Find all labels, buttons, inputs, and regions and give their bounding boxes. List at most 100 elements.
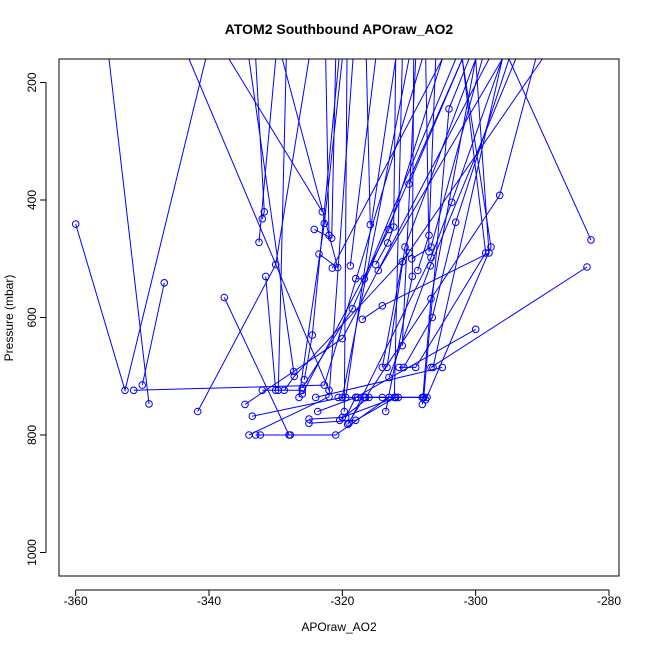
data-point <box>360 274 369 283</box>
data-point <box>145 400 153 408</box>
profile-line-7 <box>223 297 290 436</box>
data-point <box>261 272 270 281</box>
data-point <box>328 264 337 272</box>
profile-line-6 <box>197 59 310 412</box>
data-point <box>289 367 298 376</box>
data-point <box>71 220 80 228</box>
plot-frame <box>58 58 620 577</box>
profile-line-46 <box>375 59 397 265</box>
profile-line-29 <box>281 59 339 269</box>
profile-line-27 <box>315 366 443 398</box>
data-point <box>318 208 327 216</box>
profile-line-24 <box>308 396 396 424</box>
profile-line-56 <box>408 59 463 185</box>
data-point <box>381 407 390 416</box>
profile-line-60 <box>423 59 470 398</box>
profile-line-64 <box>508 59 592 241</box>
data-point <box>425 247 433 256</box>
data-point <box>399 363 408 372</box>
profile-line-26 <box>314 59 337 240</box>
profile-line-3 <box>108 59 150 404</box>
data-point <box>408 272 417 281</box>
profile-line-23 <box>303 59 340 380</box>
x-tick-label: -280 <box>597 594 621 608</box>
data-point <box>315 250 323 258</box>
profile-line-13 <box>260 396 390 436</box>
data-point <box>389 223 398 231</box>
data-point <box>398 341 407 350</box>
profile-line-59 <box>421 59 477 405</box>
data-point <box>308 331 317 339</box>
data-point <box>366 220 375 229</box>
x-tick-label: -320 <box>330 594 354 608</box>
profile-line-30 <box>228 59 323 213</box>
data-point <box>341 413 350 422</box>
data-point <box>583 263 591 271</box>
data-point <box>333 263 342 272</box>
x-axis: -360 -340 -320 -300 -280 <box>64 589 621 608</box>
data-point <box>447 198 456 207</box>
y-axis-label: Pressure (mbar) <box>2 275 16 362</box>
data-point <box>427 243 435 251</box>
data-point <box>427 294 435 303</box>
data-point <box>471 325 480 334</box>
data-point <box>138 381 147 389</box>
data-point <box>325 231 333 240</box>
profile-line-39 <box>348 59 503 424</box>
data-point <box>290 372 299 381</box>
data-point <box>378 363 387 372</box>
data-point <box>255 238 263 247</box>
profile-series <box>71 59 595 439</box>
data-point <box>298 390 307 398</box>
data-point <box>160 279 169 287</box>
data-point <box>331 431 340 439</box>
profile-line-45 <box>365 59 371 225</box>
data-point <box>407 254 416 263</box>
profile-line-9 <box>248 59 354 436</box>
profile-line-48 <box>381 59 543 368</box>
profile-line-18 <box>283 252 410 391</box>
data-point <box>383 363 391 372</box>
profile-line-16 <box>265 276 277 391</box>
y-tick-label: 200 <box>25 72 39 92</box>
data-point <box>587 236 595 244</box>
data-point <box>361 393 370 402</box>
data-point <box>298 384 307 392</box>
y-tick-label: 600 <box>25 307 39 327</box>
data-point <box>248 412 257 421</box>
profile-line-5 <box>188 59 330 391</box>
data-point <box>390 393 399 402</box>
data-point <box>351 416 360 425</box>
data-point <box>385 373 393 382</box>
y-axis: 200 400 600 800 1000 <box>25 72 47 566</box>
data-point <box>405 180 413 188</box>
data-point <box>300 376 309 384</box>
data-point <box>310 225 319 234</box>
data-point <box>305 415 313 423</box>
data-point <box>346 262 355 270</box>
profile-line-15 <box>255 59 265 219</box>
profile-line-55 <box>403 59 510 368</box>
data-point <box>311 393 320 402</box>
data-point <box>256 431 265 439</box>
x-tick-label: -300 <box>464 594 488 608</box>
profile-line-62 <box>425 59 430 252</box>
data-point <box>358 315 367 324</box>
data-point <box>351 274 360 283</box>
data-point <box>426 262 435 270</box>
profile-line-52 <box>393 59 403 398</box>
data-point <box>280 386 289 395</box>
data-point <box>335 416 344 425</box>
profile-line-47 <box>377 59 503 271</box>
data-point <box>258 215 267 223</box>
profile-line-20 <box>298 59 343 398</box>
data-point <box>241 400 249 409</box>
profile-line-32 <box>331 59 443 269</box>
data-point <box>411 363 420 372</box>
data-point <box>271 386 280 395</box>
profile-line-8 <box>244 59 490 405</box>
profile-line-43 <box>362 59 490 320</box>
x-tick-label: -340 <box>197 594 221 608</box>
data-point <box>395 363 403 372</box>
data-point <box>374 266 383 275</box>
